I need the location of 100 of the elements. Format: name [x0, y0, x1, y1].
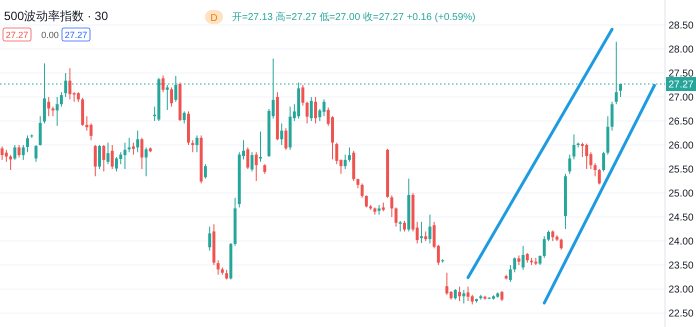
candlestick	[310, 96, 313, 122]
candlestick	[60, 92, 63, 108]
candlestick	[195, 134, 198, 153]
candlestick	[513, 256, 516, 273]
candlestick	[90, 122, 93, 141]
candlestick	[132, 142, 135, 156]
ytick: 28.00	[668, 44, 694, 56]
candlestick	[378, 204, 381, 216]
ytick: 27.00	[668, 92, 694, 104]
ytick: 23.50	[668, 260, 694, 272]
candlestick	[390, 194, 394, 218]
candlestick	[466, 286, 470, 302]
candlestick	[94, 144, 97, 177]
candlestick	[364, 194, 368, 208]
candlestick	[191, 140, 194, 153]
ytick: 25.50	[668, 164, 694, 176]
candlestick	[445, 272, 448, 296]
ytick: 24.00	[668, 236, 694, 248]
candlestick	[428, 214, 432, 244]
candlestick	[348, 146, 351, 162]
candlestick	[301, 84, 304, 106]
candlestick	[34, 144, 38, 162]
candlestick	[585, 143, 588, 170]
candlestick	[13, 144, 16, 160]
candlestick	[51, 106, 54, 117]
candlestick	[572, 134, 576, 160]
candlestick	[602, 151, 606, 172]
ytick: 26.50	[668, 116, 694, 128]
candlestick	[162, 74, 165, 93]
title: 500波动率指数 · 30	[4, 9, 108, 23]
annotation: 27.27	[64, 30, 88, 40]
candlestick	[115, 156, 118, 172]
candlestick	[140, 137, 144, 170]
candlestick	[68, 68, 72, 100]
candlestick	[136, 130, 140, 153]
candlestick	[500, 290, 504, 302]
candlestick	[56, 96, 59, 126]
candlestick	[246, 146, 250, 170]
candlestick	[538, 254, 542, 266]
ytick: 27.50	[668, 68, 694, 80]
candlestick	[9, 154, 12, 170]
candlestick	[259, 131, 262, 162]
candlestick	[526, 252, 529, 264]
candlestick	[170, 86, 174, 108]
candlestick	[22, 144, 25, 160]
candlestick	[106, 142, 110, 165]
candlestick	[594, 162, 597, 177]
candlestick	[394, 206, 398, 228]
candlestick	[508, 264, 512, 282]
annotation: 27.27	[6, 30, 28, 40]
candlestick	[458, 286, 462, 302]
candlestick	[98, 144, 102, 170]
candlestick	[263, 164, 266, 174]
candlestick	[26, 134, 30, 153]
ytick: 22.50	[668, 308, 694, 320]
candlestick	[314, 96, 318, 124]
candlestick	[119, 152, 122, 165]
candlestick	[420, 221, 423, 244]
candlestick	[398, 220, 402, 232]
candlestick	[580, 142, 584, 158]
candlestick	[356, 178, 360, 189]
candlestick	[462, 290, 466, 304]
ytick: 26.00	[668, 140, 694, 152]
candlestick	[598, 168, 601, 185]
candlestick	[216, 260, 220, 276]
candlestick	[208, 226, 212, 252]
candlestick	[424, 230, 428, 242]
candlestick	[102, 144, 106, 172]
candlestick	[560, 238, 563, 250]
candlestick	[610, 101, 614, 132]
candlestick	[0, 146, 4, 160]
candlestick	[522, 245, 525, 270]
candlestick	[403, 220, 406, 232]
candlestick	[123, 142, 126, 170]
candlestick	[360, 182, 364, 198]
candlestick	[280, 122, 284, 146]
ref-label: 27.27	[668, 80, 694, 91]
ytick: 24.50	[668, 212, 694, 224]
candlestick	[344, 154, 347, 170]
candlestick	[4, 149, 8, 162]
candlestick	[517, 254, 520, 266]
candlestick	[322, 98, 326, 117]
candlestick	[18, 144, 21, 158]
candlestick	[250, 152, 254, 172]
candlestick	[306, 101, 309, 124]
candlestick	[166, 84, 169, 110]
ytick: 28.50	[668, 20, 694, 32]
candlestick	[204, 164, 207, 180]
annotation: 0.00	[41, 30, 59, 40]
candlestick	[542, 236, 546, 258]
candlestick	[128, 137, 131, 153]
candlestick	[47, 96, 50, 117]
ytick: 25.00	[668, 188, 694, 200]
candlestick	[568, 154, 572, 174]
ytick: 23.00	[668, 284, 694, 296]
annotation: 开=27.13 高=27.27 低=27.00 收=27.27 +0.16 (+0.59%)	[232, 11, 476, 23]
annotation: D	[210, 13, 218, 24]
candlestick	[225, 269, 228, 280]
candlestick	[76, 92, 80, 102]
candlestick	[454, 288, 457, 300]
